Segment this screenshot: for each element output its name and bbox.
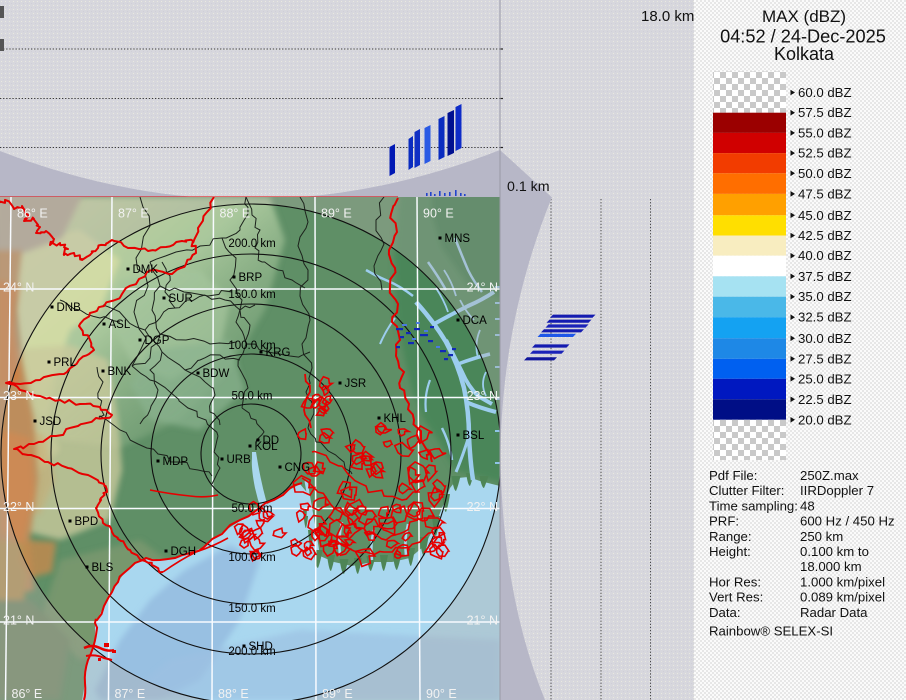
- svg-text:23° N: 23° N: [3, 389, 34, 403]
- svg-text:24° N: 24° N: [3, 281, 34, 295]
- svg-text:DMK: DMK: [133, 264, 159, 276]
- svg-text:21° N: 21° N: [3, 614, 34, 628]
- svg-text:200.0 km: 200.0 km: [228, 646, 275, 658]
- svg-text:SUR: SUR: [169, 293, 193, 305]
- svg-text:42.5 dBZ: 42.5 dBZ: [798, 228, 852, 243]
- svg-text:0.100 km to: 0.100 km to: [800, 544, 869, 559]
- svg-text:BSL: BSL: [463, 430, 485, 442]
- svg-text:KOL: KOL: [255, 441, 279, 453]
- svg-text:Pdf File:: Pdf File:: [709, 468, 757, 483]
- svg-text:250 km: 250 km: [800, 529, 843, 544]
- svg-text:87° E: 87° E: [118, 207, 149, 221]
- svg-text:Time sampling:: Time sampling:: [709, 498, 798, 513]
- svg-text:89° E: 89° E: [321, 207, 352, 221]
- svg-text:45.0 dBZ: 45.0 dBZ: [798, 208, 852, 223]
- svg-text:200.0 km: 200.0 km: [228, 238, 275, 250]
- svg-text:JSR: JSR: [345, 378, 367, 390]
- svg-text:Hor Res:: Hor Res:: [709, 574, 761, 589]
- svg-text:50.0 km: 50.0 km: [232, 391, 273, 403]
- svg-text:90° E: 90° E: [423, 207, 454, 221]
- svg-text:18.0 km: 18.0 km: [641, 8, 694, 25]
- svg-text:DCA: DCA: [463, 315, 488, 327]
- svg-text:27.5 dBZ: 27.5 dBZ: [798, 351, 852, 366]
- svg-text:37.5 dBZ: 37.5 dBZ: [798, 269, 852, 284]
- svg-text:Data:: Data:: [709, 605, 741, 620]
- svg-text:IIRDoppler 7: IIRDoppler 7: [800, 483, 874, 498]
- svg-text:BPD: BPD: [75, 516, 99, 528]
- svg-text:22° N: 22° N: [467, 500, 498, 514]
- svg-text:DNB: DNB: [57, 302, 82, 314]
- svg-text:90° E: 90° E: [426, 687, 457, 700]
- svg-text:DGP: DGP: [145, 335, 170, 347]
- svg-text:1.000 km/pixel: 1.000 km/pixel: [800, 574, 885, 589]
- svg-text:Kolkata: Kolkata: [774, 44, 835, 64]
- svg-text:BNK: BNK: [108, 366, 132, 378]
- svg-text:250Z.max: 250Z.max: [800, 468, 859, 483]
- svg-text:Height:: Height:: [709, 544, 751, 559]
- svg-text:48: 48: [800, 498, 815, 513]
- svg-text:88° E: 88° E: [220, 207, 251, 221]
- svg-text:Clutter Filter:: Clutter Filter:: [709, 483, 784, 498]
- svg-text:87° E: 87° E: [115, 687, 146, 700]
- svg-text:Vert Res:: Vert Res:: [709, 590, 763, 605]
- svg-text:BLS: BLS: [92, 562, 114, 574]
- svg-text:Rainbow® SELEX-SI: Rainbow® SELEX-SI: [709, 624, 833, 639]
- svg-text:DGH: DGH: [171, 546, 197, 558]
- svg-text:KHL: KHL: [384, 413, 407, 425]
- svg-text:22.5 dBZ: 22.5 dBZ: [798, 392, 852, 407]
- svg-text:600 Hz / 450 Hz: 600 Hz / 450 Hz: [800, 514, 895, 529]
- svg-text:52.5 dBZ: 52.5 dBZ: [798, 146, 852, 161]
- svg-text:20.0 dBZ: 20.0 dBZ: [798, 412, 852, 427]
- svg-text:JSD: JSD: [40, 416, 62, 428]
- svg-text:CNG: CNG: [285, 462, 311, 474]
- svg-text:04:52 / 24-Dec-2025: 04:52 / 24-Dec-2025: [720, 27, 886, 47]
- svg-text:Range:: Range:: [709, 529, 752, 544]
- svg-text:0.089 km/pixel: 0.089 km/pixel: [800, 590, 885, 605]
- svg-text:SHD: SHD: [249, 641, 273, 653]
- svg-text:30.0 dBZ: 30.0 dBZ: [798, 331, 852, 346]
- svg-text:150.0 km: 150.0 km: [228, 603, 275, 615]
- svg-text:21° N: 21° N: [467, 614, 498, 628]
- svg-text:PRF:: PRF:: [709, 514, 739, 529]
- svg-text:25.0 dBZ: 25.0 dBZ: [798, 371, 852, 386]
- svg-text:60.0 dBZ: 60.0 dBZ: [798, 85, 852, 100]
- svg-text:100.0 km: 100.0 km: [228, 552, 275, 564]
- svg-text:40.0 dBZ: 40.0 dBZ: [798, 248, 852, 263]
- svg-text:150.0 km: 150.0 km: [228, 289, 275, 301]
- svg-text:50.0 km: 50.0 km: [232, 503, 273, 515]
- svg-text:89° E: 89° E: [322, 687, 353, 700]
- svg-text:86° E: 86° E: [12, 687, 43, 700]
- svg-text:BRP: BRP: [239, 272, 263, 284]
- svg-text:MAX (dBZ): MAX (dBZ): [762, 7, 846, 26]
- svg-text:55.0 dBZ: 55.0 dBZ: [798, 125, 852, 140]
- svg-text:MDP: MDP: [163, 456, 189, 468]
- svg-text:57.5 dBZ: 57.5 dBZ: [798, 105, 852, 120]
- svg-text:DD: DD: [263, 435, 280, 447]
- svg-text:32.5 dBZ: 32.5 dBZ: [798, 310, 852, 325]
- svg-text:KRG: KRG: [266, 347, 291, 359]
- svg-text:URB: URB: [227, 454, 252, 466]
- svg-text:100.0 km: 100.0 km: [228, 340, 275, 352]
- svg-text:BDW: BDW: [203, 368, 230, 380]
- svg-text:88° E: 88° E: [218, 687, 249, 700]
- svg-text:23° N: 23° N: [467, 389, 498, 403]
- svg-text:24° N: 24° N: [467, 281, 498, 295]
- svg-text:0.1 km: 0.1 km: [507, 179, 550, 195]
- svg-text:18.000 km: 18.000 km: [800, 559, 862, 574]
- svg-text:86° E: 86° E: [17, 207, 48, 221]
- svg-text:MNS: MNS: [445, 233, 471, 245]
- svg-text:PRL: PRL: [54, 357, 77, 369]
- svg-text:50.0 dBZ: 50.0 dBZ: [798, 166, 852, 181]
- svg-text:47.5 dBZ: 47.5 dBZ: [798, 186, 852, 201]
- svg-text:Radar Data: Radar Data: [800, 605, 868, 620]
- svg-text:ASL: ASL: [109, 319, 131, 331]
- svg-text:35.0 dBZ: 35.0 dBZ: [798, 289, 852, 304]
- svg-text:22° N: 22° N: [3, 500, 34, 514]
